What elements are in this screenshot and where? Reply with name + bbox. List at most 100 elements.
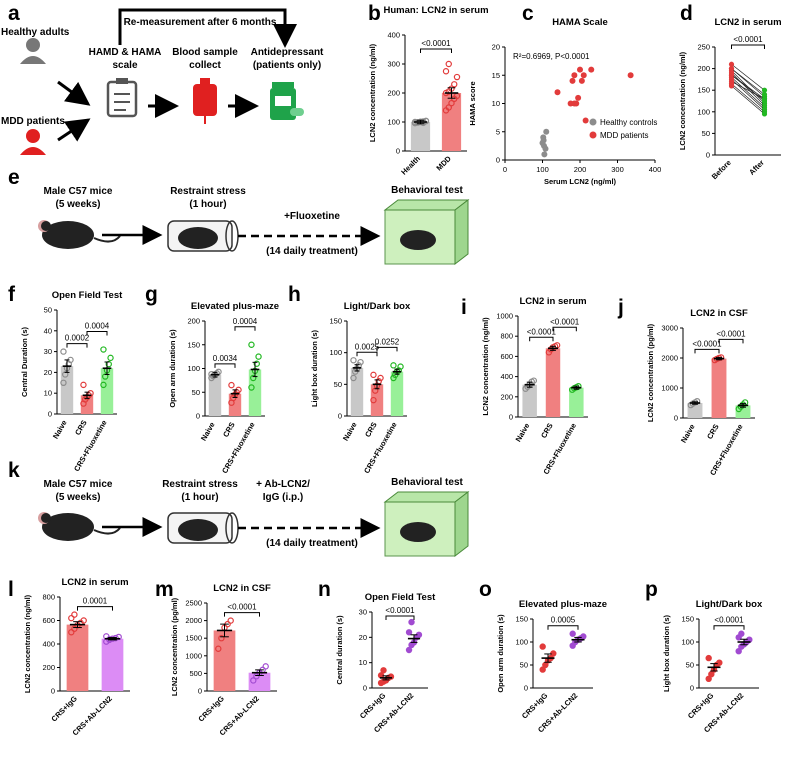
arrow-healthy [57,80,91,106]
clipboard-icon [106,78,138,118]
healthy-person-icon [20,38,46,64]
y-tick-label: 150 [329,317,342,326]
data-point [539,666,546,673]
bar [60,366,74,414]
comparison-bracket [529,336,554,342]
bar [66,624,89,691]
data-point [350,374,357,382]
chart-f: Open Field Test 0 10 20 30 40 50 Central Durati… [20,290,123,473]
bar [687,403,703,418]
comparison-bracket [224,612,260,617]
data-point [738,630,745,637]
y-tick-label: 600 [500,352,513,361]
comparison-bracket [547,625,579,630]
behav-label: Behavioral test [391,185,463,196]
data-point [735,648,742,655]
legend-marker [589,118,597,126]
y-tick-label: 0 [674,414,678,423]
comparison-bracket [694,348,720,354]
data-point [380,667,387,674]
data-point [71,625,78,632]
data-point [100,381,107,389]
before-point [728,72,735,78]
data-point [445,60,452,68]
y-tick-label: 50 [44,306,52,315]
y-tick-label: 600 [42,616,55,625]
data-point [60,348,67,355]
data-point [453,73,461,81]
bar [522,384,537,417]
data-point [580,633,587,640]
y-tick-label: 150 [187,340,200,349]
y-tick-label: 3000 [661,324,678,333]
comparison-bracket [376,346,398,352]
p-value-label: <0.0001 [421,39,451,48]
paired-line [731,76,765,108]
mice-label-2: (5 weeks) [55,492,100,503]
data-point [80,617,87,624]
chart-title: LCN2 in serum [519,296,586,307]
bar [569,387,584,417]
y-tick-label: 400 [500,372,513,381]
x-category-label: CRS+IgG [520,691,550,721]
y-tick-label: 400 [42,640,55,649]
chart-title: LCN2 in CSF [213,583,271,594]
data-point [716,659,723,666]
panel-letter-i: i [461,296,467,319]
p-value-label: <0.0001 [714,616,744,625]
scatter-point [577,66,583,73]
y-tick-label: 50 [702,129,710,138]
data-point [255,353,262,360]
bar [208,374,222,416]
panel-letter-d: d [680,2,693,25]
data-point [530,377,538,384]
scatter-point [554,89,561,96]
data-point [62,371,69,378]
x-tick-label: 300 [611,165,624,174]
comparison-bracket [234,326,256,331]
y-tick-label: 300 [387,60,400,69]
p-value-label: <0.0001 [716,329,746,338]
arrow-mdd [57,118,91,142]
p-value-label: 0.0252 [375,337,400,346]
antidepressant-label-2: (patients only) [253,60,321,71]
bar [248,369,262,416]
x-category-label: Naive [51,419,69,441]
blood-bag-icon [193,78,217,124]
y-axis-label: LCN2 concentration (ng/ml) [481,317,490,416]
behav-label: Behavioral test [391,477,463,488]
panel-letter-l: l [8,578,14,601]
bar [213,630,236,691]
chart-c: HAMA Scale 0 5 10 15 20 HAMA score 0 100 200 300 40… [468,17,661,186]
comparison-bracket [552,326,577,332]
data-point [705,654,712,662]
y-tick-label: 1000 [185,651,202,660]
data-point [248,384,255,391]
paired-line [731,72,765,106]
paired-line [731,81,765,100]
panel-letter-a: a [8,2,20,25]
y-tick-label: 200 [500,392,513,401]
chart-title: LCN2 in serum [714,17,781,28]
scatter-point [540,137,547,144]
panel-letter-h: h [288,283,301,306]
y-axis-label: Open arm duration (s) [496,614,505,693]
schematic-k: Male C57 mice (5 weeks) Restraint stress… [38,477,470,558]
comparison-bracket [214,363,236,368]
bar [370,384,384,416]
y-tick-label: 1000 [661,384,678,393]
scatter-point [571,72,578,79]
p-value-label: 0.0004 [233,317,258,326]
data-point [350,357,357,364]
paired-line [731,68,765,95]
chart-l: LCN2 in serum 0 200 400 600 800 LCN2 concentra… [23,577,130,737]
data-point [405,646,413,654]
y-tick-label: 200 [697,64,710,73]
y-tick-label: 800 [500,332,513,341]
data-point [377,374,384,382]
data-point [215,645,222,652]
y-tick-label: 50 [520,661,528,670]
data-point [445,104,452,111]
chart-n: Open Field Test 0 10 20 30 Central duration (… [335,592,436,734]
